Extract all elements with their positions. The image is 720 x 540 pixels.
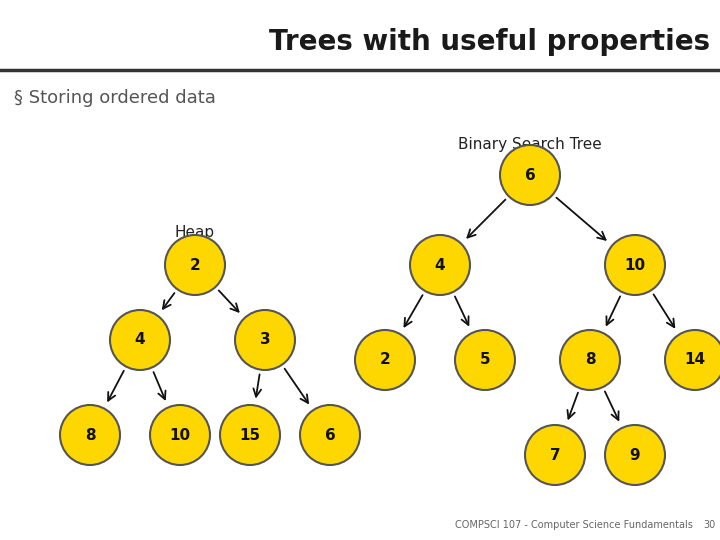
- Circle shape: [605, 425, 665, 485]
- Text: 3: 3: [260, 333, 270, 348]
- Text: 9: 9: [630, 448, 640, 462]
- Text: 30: 30: [703, 520, 715, 530]
- Circle shape: [500, 145, 560, 205]
- Text: 6: 6: [325, 428, 336, 442]
- Text: § Storing ordered data: § Storing ordered data: [14, 89, 216, 107]
- Circle shape: [235, 310, 295, 370]
- Circle shape: [110, 310, 170, 370]
- Text: Binary Search Tree: Binary Search Tree: [458, 138, 602, 152]
- Text: Trees with useful properties: Trees with useful properties: [269, 28, 710, 56]
- Text: 10: 10: [624, 258, 646, 273]
- Text: 5: 5: [480, 353, 490, 368]
- Text: 14: 14: [685, 353, 706, 368]
- Text: 4: 4: [435, 258, 445, 273]
- Circle shape: [455, 330, 515, 390]
- Circle shape: [60, 405, 120, 465]
- Text: 8: 8: [85, 428, 95, 442]
- Circle shape: [300, 405, 360, 465]
- Circle shape: [355, 330, 415, 390]
- Text: 7: 7: [549, 448, 560, 462]
- Circle shape: [605, 235, 665, 295]
- Circle shape: [220, 405, 280, 465]
- Circle shape: [150, 405, 210, 465]
- Circle shape: [165, 235, 225, 295]
- Text: 4: 4: [135, 333, 145, 348]
- Text: 10: 10: [169, 428, 191, 442]
- Text: 15: 15: [240, 428, 261, 442]
- Text: 8: 8: [585, 353, 595, 368]
- Circle shape: [560, 330, 620, 390]
- Text: 2: 2: [379, 353, 390, 368]
- Text: COMPSCI 107 - Computer Science Fundamentals: COMPSCI 107 - Computer Science Fundament…: [455, 520, 693, 530]
- Circle shape: [410, 235, 470, 295]
- Text: 6: 6: [525, 167, 536, 183]
- Text: Heap: Heap: [175, 225, 215, 240]
- Circle shape: [525, 425, 585, 485]
- Text: 2: 2: [189, 258, 200, 273]
- Circle shape: [665, 330, 720, 390]
